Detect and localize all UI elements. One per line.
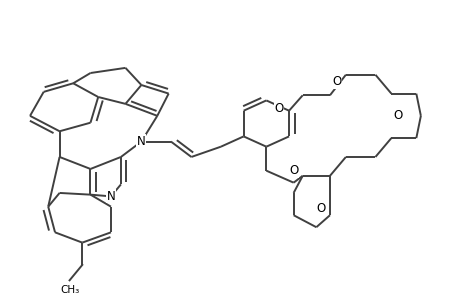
Text: O: O [392,109,402,122]
Text: CH₃: CH₃ [60,286,79,296]
Text: N: N [106,190,115,203]
Text: O: O [288,164,297,177]
Text: O: O [316,202,325,215]
Text: O: O [274,103,283,116]
Text: N: N [137,135,146,148]
Text: O: O [331,75,341,88]
